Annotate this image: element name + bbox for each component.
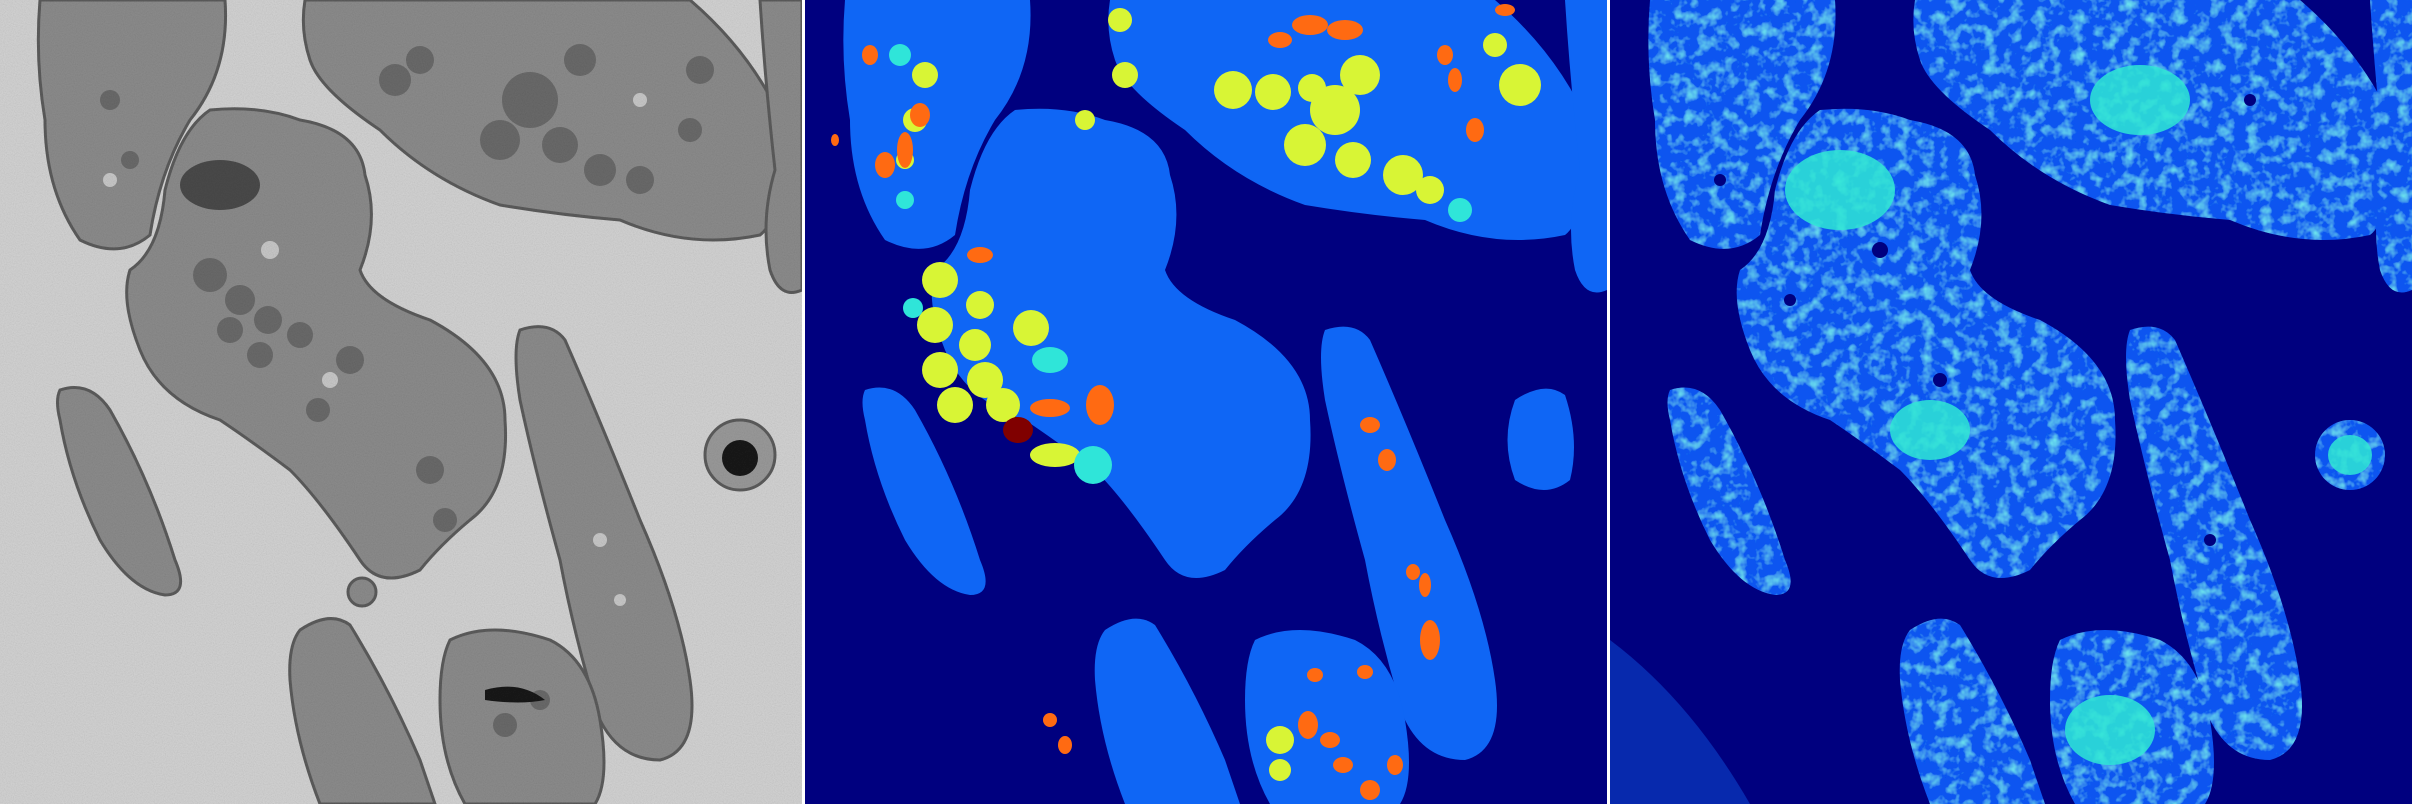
seg-round-cell bbox=[1507, 388, 1574, 490]
segmentation-mask bbox=[805, 0, 1607, 804]
heatmap-image bbox=[1610, 0, 2412, 804]
em-image bbox=[0, 0, 802, 804]
em-cell-bottom-center bbox=[438, 628, 606, 804]
seg-cell-top-left bbox=[843, 0, 1031, 249]
seg-cell-bottom-left bbox=[1094, 618, 1240, 804]
em-cell-center bbox=[125, 107, 508, 580]
em-cell-bottom-left bbox=[288, 617, 437, 804]
em-image-panel bbox=[0, 0, 802, 804]
em-cell-left bbox=[56, 386, 183, 597]
seg-cell-center bbox=[931, 108, 1311, 578]
segmentation-panel bbox=[805, 0, 1607, 804]
seg-cell-far-right bbox=[1565, 0, 1607, 293]
seg-cell-left bbox=[862, 387, 986, 595]
em-dark-nucleus bbox=[722, 440, 758, 476]
em-cell-far-right bbox=[758, 0, 802, 294]
seg-cell-right-long bbox=[1321, 326, 1497, 760]
heatmap-panel bbox=[1610, 0, 2412, 804]
em-cell-top-left bbox=[36, 0, 228, 251]
